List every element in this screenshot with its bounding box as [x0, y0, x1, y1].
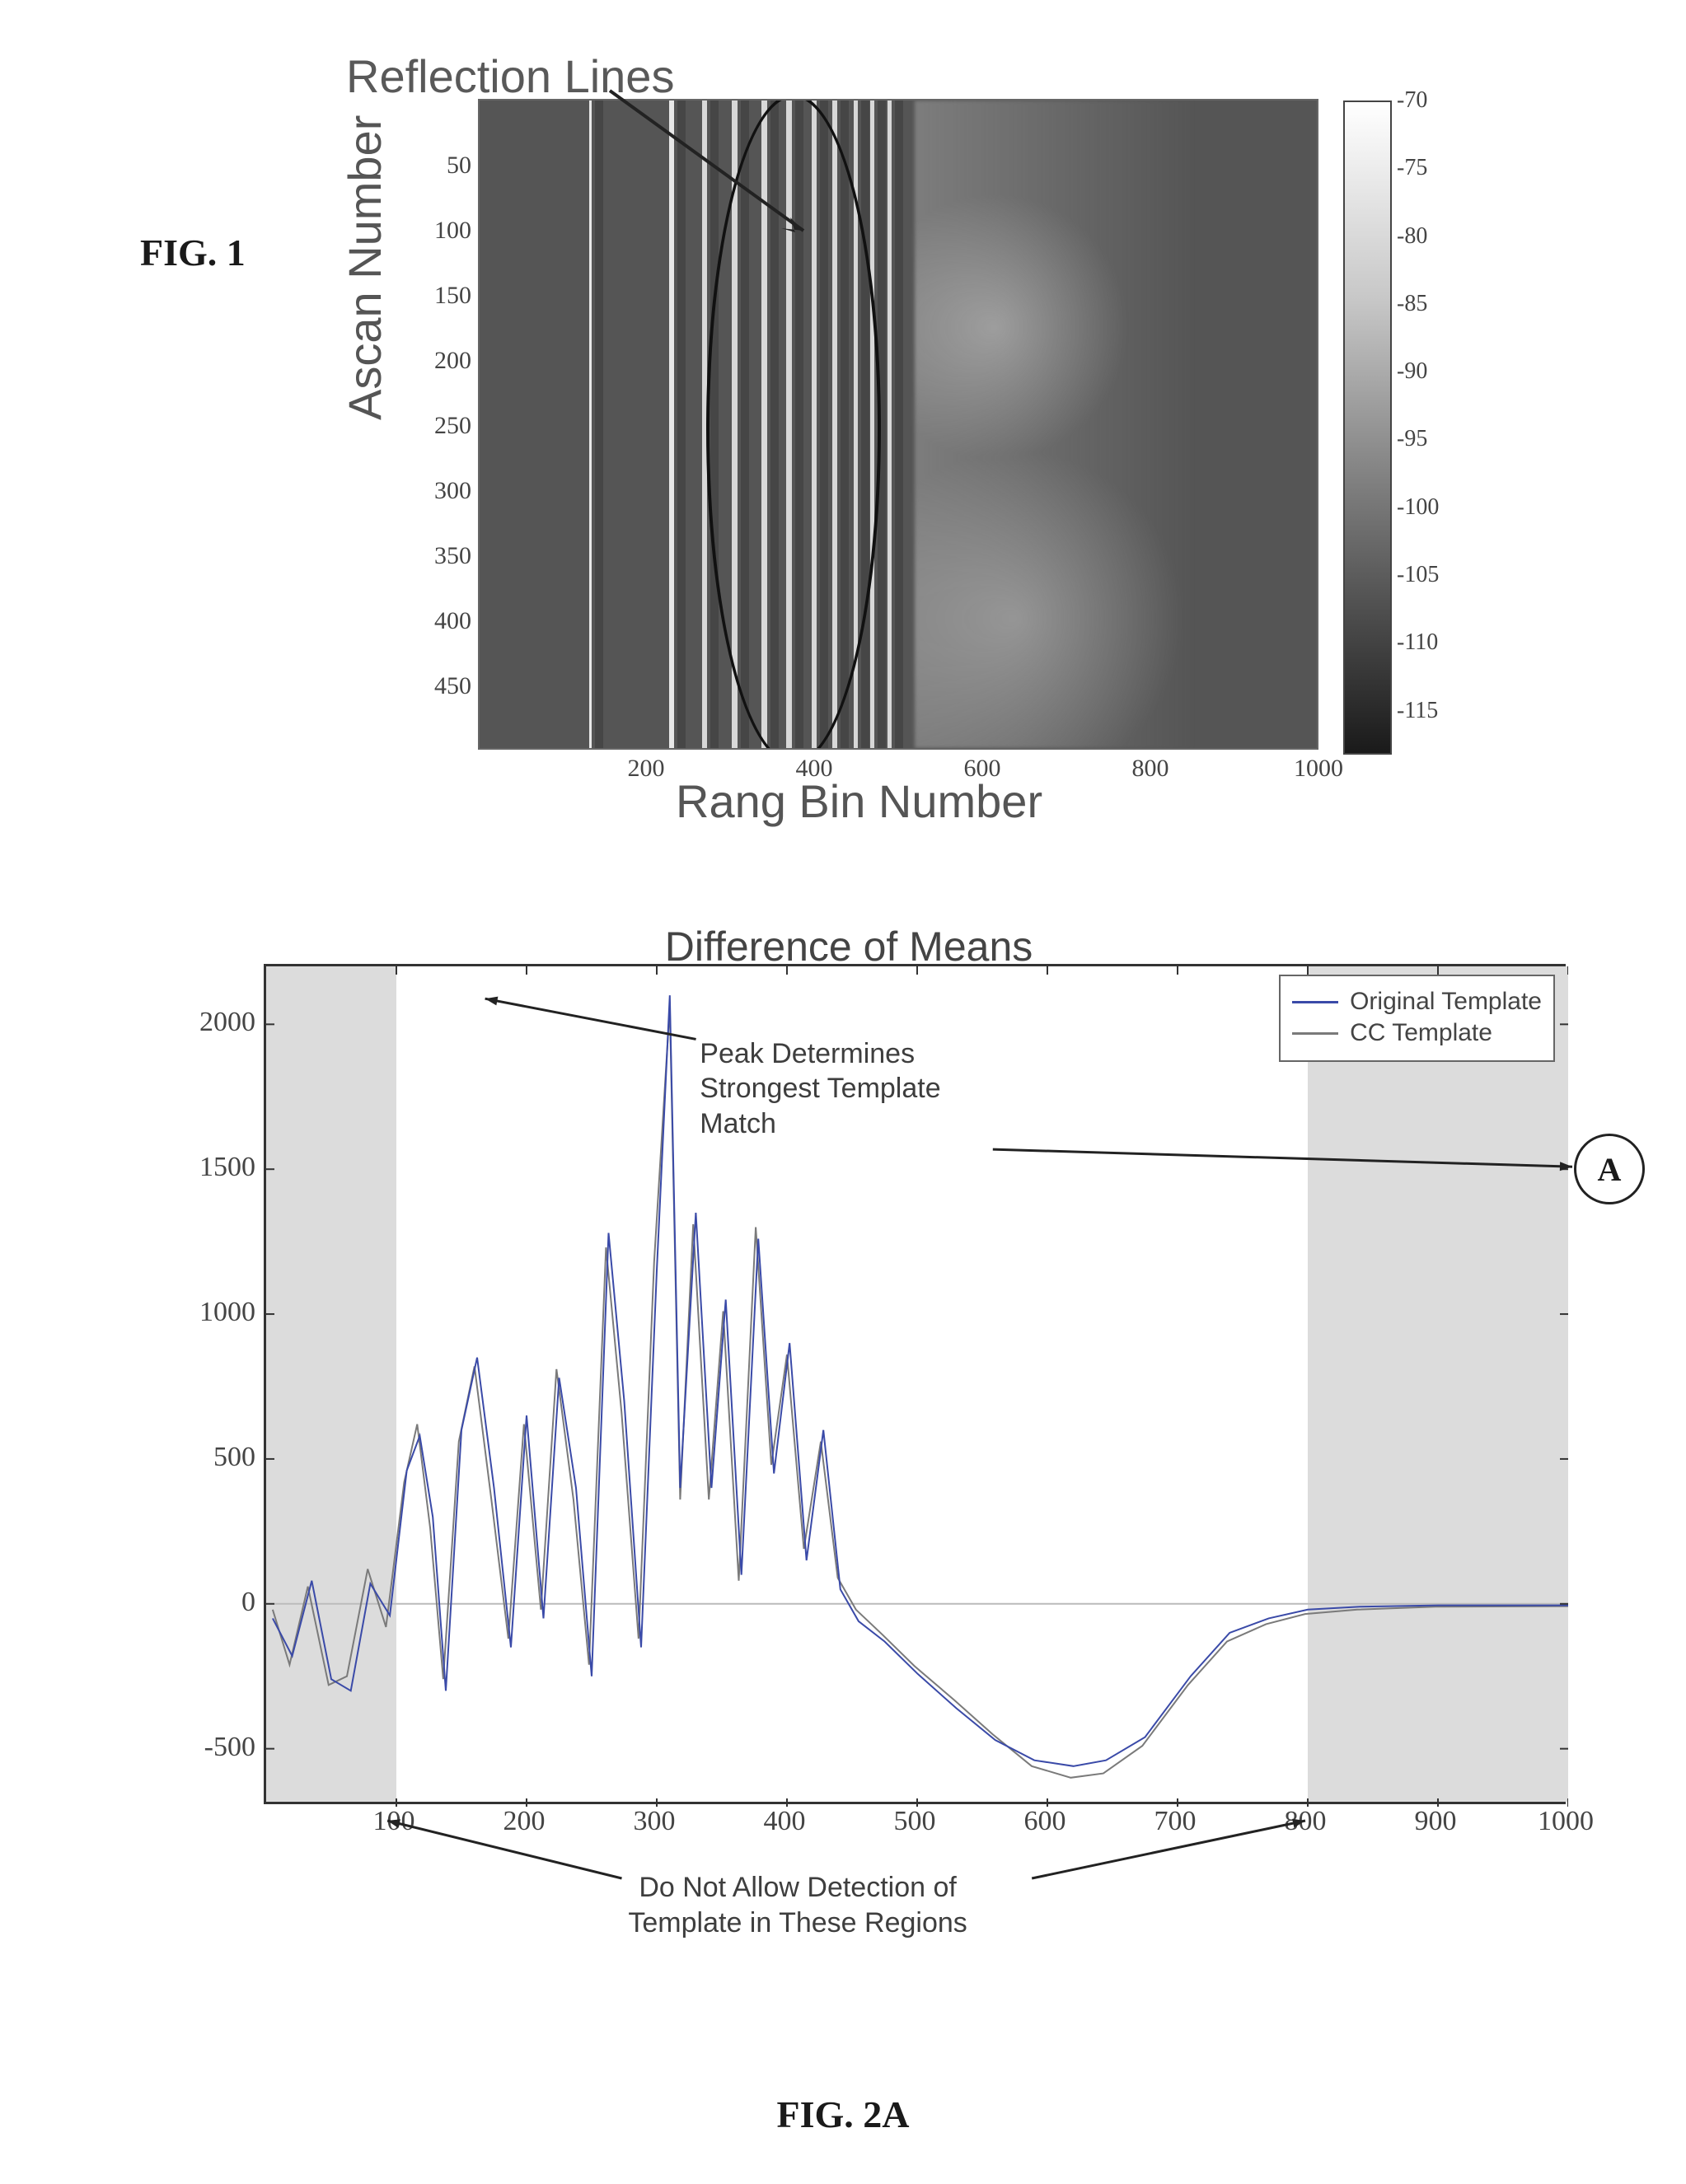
colorbar-tick: -85	[1397, 291, 1427, 317]
fig2-ytick: 1000	[173, 1297, 255, 1328]
fig2-ytick: 500	[173, 1442, 255, 1473]
fig2-xtick: 600	[1024, 1806, 1066, 1837]
fig2-xtick: 500	[894, 1806, 936, 1837]
fig1-ytick: 350	[422, 542, 471, 570]
fig2-xtick: 800	[1285, 1806, 1327, 1837]
fig2-ytick: 0	[173, 1587, 255, 1618]
fig2-ytick: 2000	[173, 1007, 255, 1038]
legend-row-2: CC Template	[1292, 1019, 1542, 1047]
excluded-region-right	[1308, 966, 1568, 1802]
page: FIG. 1 Reflection Lines 50 100 150 200 250 30…	[0, 0, 1686, 2184]
callout-a-circle: A	[1574, 1134, 1645, 1204]
legend-swatch-1	[1292, 1001, 1338, 1003]
fig2-xtick: 1000	[1538, 1806, 1594, 1837]
legend: Original Template CC Template	[1279, 975, 1555, 1062]
colorbar-tick: -115	[1397, 698, 1438, 724]
fig2-ytick: -500	[173, 1732, 255, 1763]
fig2-xtick: 700	[1154, 1806, 1197, 1837]
fig1-ytick: 150	[422, 282, 471, 310]
fig2-xtick: 200	[503, 1806, 546, 1837]
fig1-xtick: 200	[628, 755, 665, 783]
fig1-label: FIG. 1	[140, 231, 246, 274]
colorbar-tick: -95	[1397, 426, 1427, 452]
fig2a-label: FIG. 2A	[777, 2093, 910, 2136]
fig1-ytick: 100	[422, 217, 471, 245]
colorbar-tick: -90	[1397, 358, 1427, 385]
fig2a-region: Difference of Means -5000500100015002000…	[115, 923, 1582, 2018]
peak-annotation-text: Peak DeterminesStrongest TemplateMatch	[700, 1036, 940, 1142]
fig1-xtick: 800	[1132, 755, 1169, 783]
colorbar-tick: -100	[1397, 494, 1439, 521]
fig2-ytick: 1500	[173, 1152, 255, 1183]
fig2-xtick: 100	[373, 1806, 415, 1837]
fig2-xtick: 900	[1415, 1806, 1457, 1837]
colorbar-tick: -105	[1397, 562, 1439, 588]
colorbar-tick: -80	[1397, 223, 1427, 250]
legend-row-1: Original Template	[1292, 988, 1542, 1016]
fig1-ytick: 200	[422, 347, 471, 375]
fig1-ytick: 450	[422, 672, 471, 700]
legend-label-1: Original Template	[1350, 988, 1542, 1016]
colorbar	[1343, 101, 1392, 755]
fig1-xtick: 1000	[1294, 755, 1343, 783]
region-annotation-text: Do Not Allow Detection ofTemplate in The…	[628, 1870, 967, 1940]
fig1-xlabel: Rang Bin Number	[676, 774, 1042, 828]
fig1-title: Reflection Lines	[346, 49, 674, 103]
excluded-region-left	[266, 966, 396, 1802]
fig1-bscan-image	[478, 99, 1318, 750]
legend-label-2: CC Template	[1350, 1019, 1492, 1047]
colorbar-tick: -70	[1397, 87, 1427, 114]
fig1-ytick: 50	[422, 152, 471, 180]
colorbar-tick: -110	[1397, 629, 1438, 656]
ellipse-annotation	[706, 99, 881, 750]
fig1-ylabel: Ascan Number	[338, 115, 391, 420]
fig1-ytick: 400	[422, 607, 471, 635]
legend-swatch-2	[1292, 1032, 1338, 1035]
colorbar-tick: -75	[1397, 155, 1427, 181]
fig1-ytick: 300	[422, 477, 471, 505]
fig2-xtick: 400	[764, 1806, 806, 1837]
scatter-region	[915, 101, 1317, 748]
fig2-xtick: 300	[634, 1806, 676, 1837]
fig1-ytick: 250	[422, 412, 471, 440]
